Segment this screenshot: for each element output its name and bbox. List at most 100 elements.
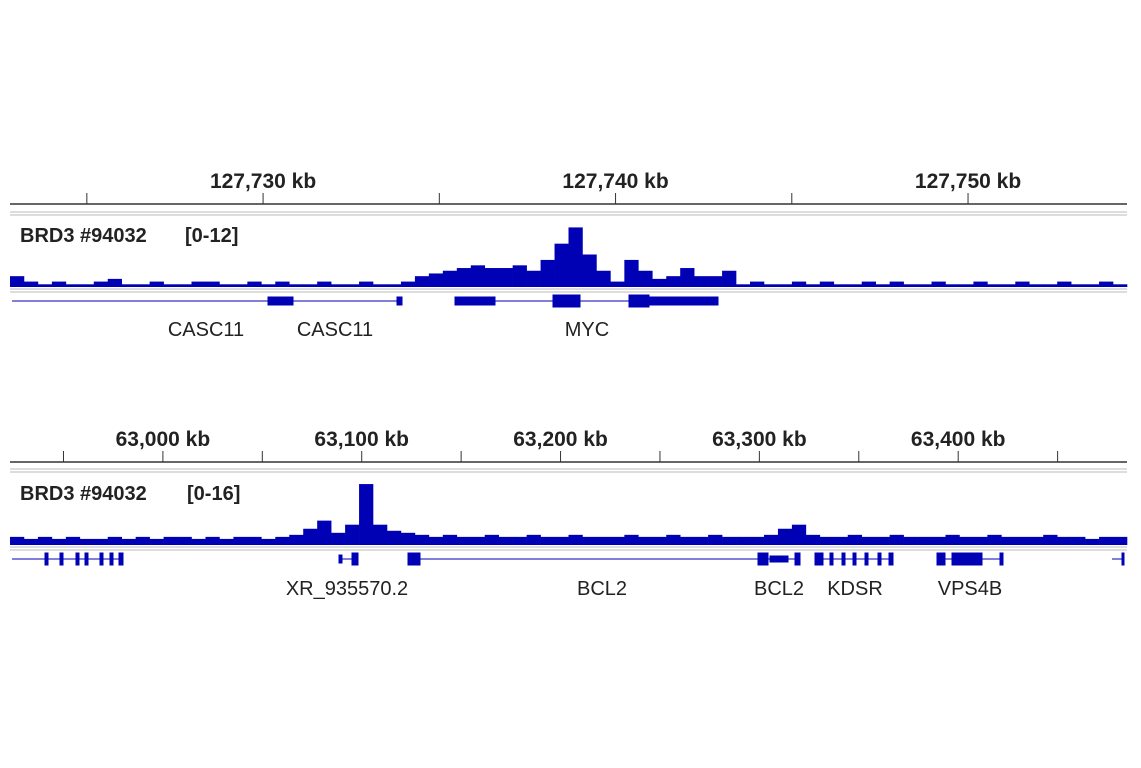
coverage-bar: [1001, 284, 1016, 287]
coverage-bar: [1085, 538, 1100, 545]
coverage-bar: [331, 532, 346, 545]
coverage-bar: [51, 281, 67, 287]
gene-label: VPS4B: [938, 578, 1002, 600]
coverage-bar: [568, 534, 583, 545]
coverage-bar: [400, 532, 416, 545]
coverage-bar: [833, 284, 849, 287]
coverage-bar: [638, 536, 653, 545]
coverage-bar: [400, 281, 416, 287]
coverage-bar: [945, 284, 960, 287]
coverage-bar: [65, 536, 81, 545]
coverage-bar: [135, 536, 150, 545]
coverage-bar: [917, 536, 932, 545]
coverage-bar: [736, 284, 751, 287]
coverage-bar: [247, 281, 262, 287]
coverage-bar: [889, 281, 904, 287]
coverage-bar: [652, 278, 667, 287]
coverage-bar: [819, 281, 835, 287]
coverage-bar: [624, 259, 639, 287]
coverage-bar: [1099, 536, 1114, 545]
coverage-bar: [247, 536, 262, 545]
coverage-bar: [847, 284, 863, 287]
coverage-bar: [568, 227, 583, 287]
coverage-bar: [303, 528, 318, 545]
coverage-bar: [596, 536, 611, 545]
coverage-bar: [1071, 284, 1086, 287]
coverage-bar: [652, 536, 667, 545]
coverage-bar: [540, 536, 555, 545]
coverage-bar: [582, 536, 597, 545]
coverage-bar: [428, 273, 444, 287]
coverage-bar: [121, 538, 136, 545]
coverage-bar: [373, 284, 388, 287]
coverage-bar: [1099, 281, 1114, 287]
coverage-bar: [610, 281, 625, 287]
coverage-bar: [191, 281, 206, 287]
coverage-bar: [1057, 536, 1072, 545]
track-name: BRD3 #94032: [20, 225, 147, 247]
coverage-bar: [861, 281, 876, 287]
coverage-bar: [791, 281, 807, 287]
coverage-bar: [456, 268, 472, 287]
coverage-bar: [1113, 536, 1128, 545]
coverage-bar: [875, 284, 890, 287]
coverage-bar: [37, 536, 53, 545]
coverage-bar: [373, 524, 388, 545]
coverage-bar: [163, 284, 178, 287]
coverage-bar: [805, 284, 821, 287]
coverage-bar: [861, 536, 876, 545]
tick-label: 63,400 kb: [911, 428, 1006, 451]
coverage-bar: [317, 281, 332, 287]
coverage-bar: [1001, 536, 1016, 545]
coverage-bar: [638, 270, 653, 287]
coverage-bar: [37, 284, 53, 287]
coverage-bar: [345, 284, 360, 287]
gene-label: XR_935570.2: [286, 578, 408, 600]
coverage-bar: [442, 534, 458, 545]
coverage-bar: [1029, 284, 1044, 287]
coverage-bar: [680, 536, 695, 545]
coverage-bar: [65, 284, 81, 287]
coverage-bar: [1015, 536, 1030, 545]
coverage-bar: [345, 524, 360, 545]
gene-label: KDSR: [827, 578, 883, 600]
coverage-bar: [512, 265, 527, 287]
coverage-bar: [736, 536, 751, 545]
coverage-bar: [79, 284, 95, 287]
coverage-bar: [819, 536, 835, 545]
coverage-bar: [233, 284, 248, 287]
coverage-bar: [219, 538, 234, 545]
coverage-bar: [10, 536, 25, 545]
coverage-bar: [149, 538, 164, 545]
coverage-bar: [23, 281, 39, 287]
coverage-bar: [498, 268, 513, 287]
coverage-bar: [694, 276, 709, 287]
coverage-bar: [135, 284, 150, 287]
coverage-bar: [205, 536, 220, 545]
coverage-bar: [191, 538, 206, 545]
tick-label: 63,000 kb: [116, 428, 211, 451]
coverage-bar: [777, 284, 793, 287]
coverage-bar: [386, 284, 402, 287]
coverage-bar: [1043, 534, 1058, 545]
tick-label: 63,300 kb: [712, 428, 807, 451]
gene-label: CASC11: [297, 319, 373, 341]
coverage-bar: [708, 534, 723, 545]
coverage-bar: [93, 281, 109, 287]
coverage-bar: [219, 284, 234, 287]
coverage-bar: [261, 284, 276, 287]
coverage-bar: [177, 284, 192, 287]
coverage-bar: [107, 536, 122, 545]
gene-label: BCL2: [577, 578, 627, 600]
track-name: BRD3 #94032: [20, 483, 147, 505]
coverage-bar: [610, 536, 625, 545]
coverage-bar: [763, 284, 779, 287]
coverage-bar: [289, 284, 304, 287]
coverage-bar: [386, 530, 402, 545]
coverage-bar: [987, 534, 1002, 545]
coverage-bar: [470, 265, 486, 287]
coverage-bar: [973, 281, 988, 287]
coverage-bar: [777, 528, 793, 545]
coverage-bar: [931, 281, 946, 287]
coverage-bar: [121, 284, 136, 287]
